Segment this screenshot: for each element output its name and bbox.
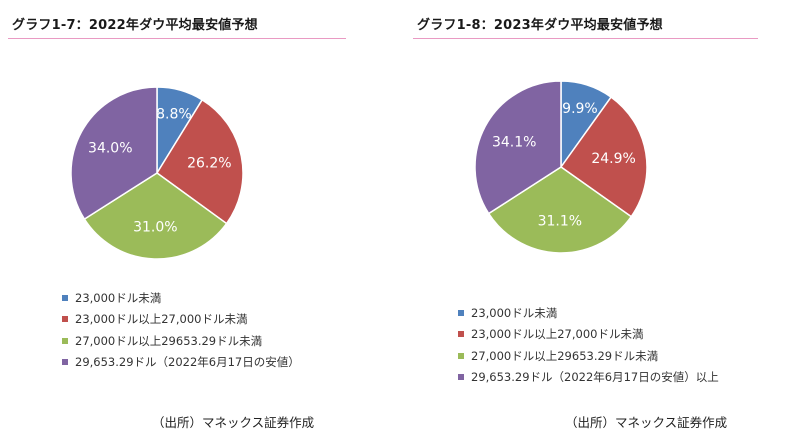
legend-swatch bbox=[458, 331, 464, 338]
legend-label: 23,000ドル未満 bbox=[75, 290, 162, 305]
legend-swatch bbox=[458, 309, 464, 316]
legend-swatch bbox=[62, 316, 68, 323]
legend-label: 29,653.29ドル（2022年6月17日の安値）以上 bbox=[471, 370, 719, 385]
chart-title: グラフ1-7：2022年ダウ平均最安値予想 bbox=[12, 18, 258, 33]
chart-panel-2022: グラフ1-7：2022年ダウ平均最安値予想 8.8% 26.2% 31.0% 34.0… bbox=[0, 0, 400, 444]
pie-chart-2022: 8.8% 26.2% 31.0% 34.0% bbox=[70, 86, 244, 260]
legend-item: 29,653.29ドル（2022年6月17日の安値） bbox=[62, 352, 300, 374]
source-note: （出所）マネックス証券作成 bbox=[152, 415, 315, 430]
legend-item: 23,000ドル未満 bbox=[458, 302, 719, 324]
legend-label: 27,000ドル以上29653.29ドル未満 bbox=[75, 333, 263, 348]
slice-label-3: 31.0% bbox=[133, 219, 177, 235]
legend-label: 23,000ドル以上27,000ドル未満 bbox=[75, 312, 248, 327]
slice-label-2: 24.9% bbox=[591, 151, 635, 167]
legend-label: 29,653.29ドル（2022年6月17日の安値） bbox=[75, 355, 300, 370]
slice-label-4: 34.1% bbox=[492, 134, 536, 150]
chart-panel-2023: グラフ1-8：2023年ダウ平均最安値予想 9.9% 24.9% 31.1% 34.1… bbox=[405, 0, 805, 444]
legend-item: 23,000ドル未満 bbox=[62, 287, 300, 309]
slice-label-4: 34.0% bbox=[88, 140, 132, 156]
legend-swatch bbox=[458, 374, 464, 381]
pie-slice-3 bbox=[83, 172, 228, 260]
legend-label: 23,000ドル以上27,000ドル未満 bbox=[471, 327, 644, 342]
legend-label: 23,000ドル未満 bbox=[471, 305, 558, 320]
legend-item: 27,000ドル以上29653.29ドル未満 bbox=[62, 330, 300, 352]
legend-item: 29,653.29ドル（2022年6月17日の安値）以上 bbox=[458, 367, 719, 389]
slice-label-1: 9.9% bbox=[562, 101, 598, 117]
legend-item: 27,000ドル以上29653.29ドル未満 bbox=[458, 345, 719, 367]
legend-swatch bbox=[62, 359, 68, 366]
slice-label-1: 8.8% bbox=[156, 106, 192, 122]
legend-2022: 23,000ドル未満 23,000ドル以上27,000ドル未満 27,000ドル以上… bbox=[62, 287, 300, 373]
pie-slice-2 bbox=[155, 98, 244, 225]
legend-item: 23,000ドル以上27,000ドル未満 bbox=[62, 309, 300, 331]
legend-label: 27,000ドル以上29653.29ドル未満 bbox=[471, 348, 659, 363]
legend-item: 23,000ドル以上27,000ドル未満 bbox=[458, 324, 719, 346]
slice-label-2: 26.2% bbox=[187, 156, 231, 172]
title-underline bbox=[8, 38, 346, 39]
pie-chart-2023: 9.9% 24.9% 31.1% 34.1% bbox=[474, 80, 648, 254]
pie-slice-4 bbox=[474, 80, 562, 215]
legend-swatch bbox=[458, 352, 464, 359]
source-note: （出所）マネックス証券作成 bbox=[565, 415, 728, 430]
pie-slice-4 bbox=[70, 86, 158, 221]
pie-slice-3 bbox=[487, 166, 633, 254]
legend-swatch bbox=[62, 294, 68, 301]
chart-title: グラフ1-8：2023年ダウ平均最安値予想 bbox=[417, 18, 663, 33]
pie-slice-2 bbox=[559, 96, 648, 218]
legend-2023: 23,000ドル未満 23,000ドル以上27,000ドル未満 27,000ドル以上… bbox=[458, 302, 719, 388]
legend-swatch bbox=[62, 337, 68, 344]
title-underline bbox=[413, 38, 758, 39]
slice-label-3: 31.1% bbox=[538, 213, 582, 229]
